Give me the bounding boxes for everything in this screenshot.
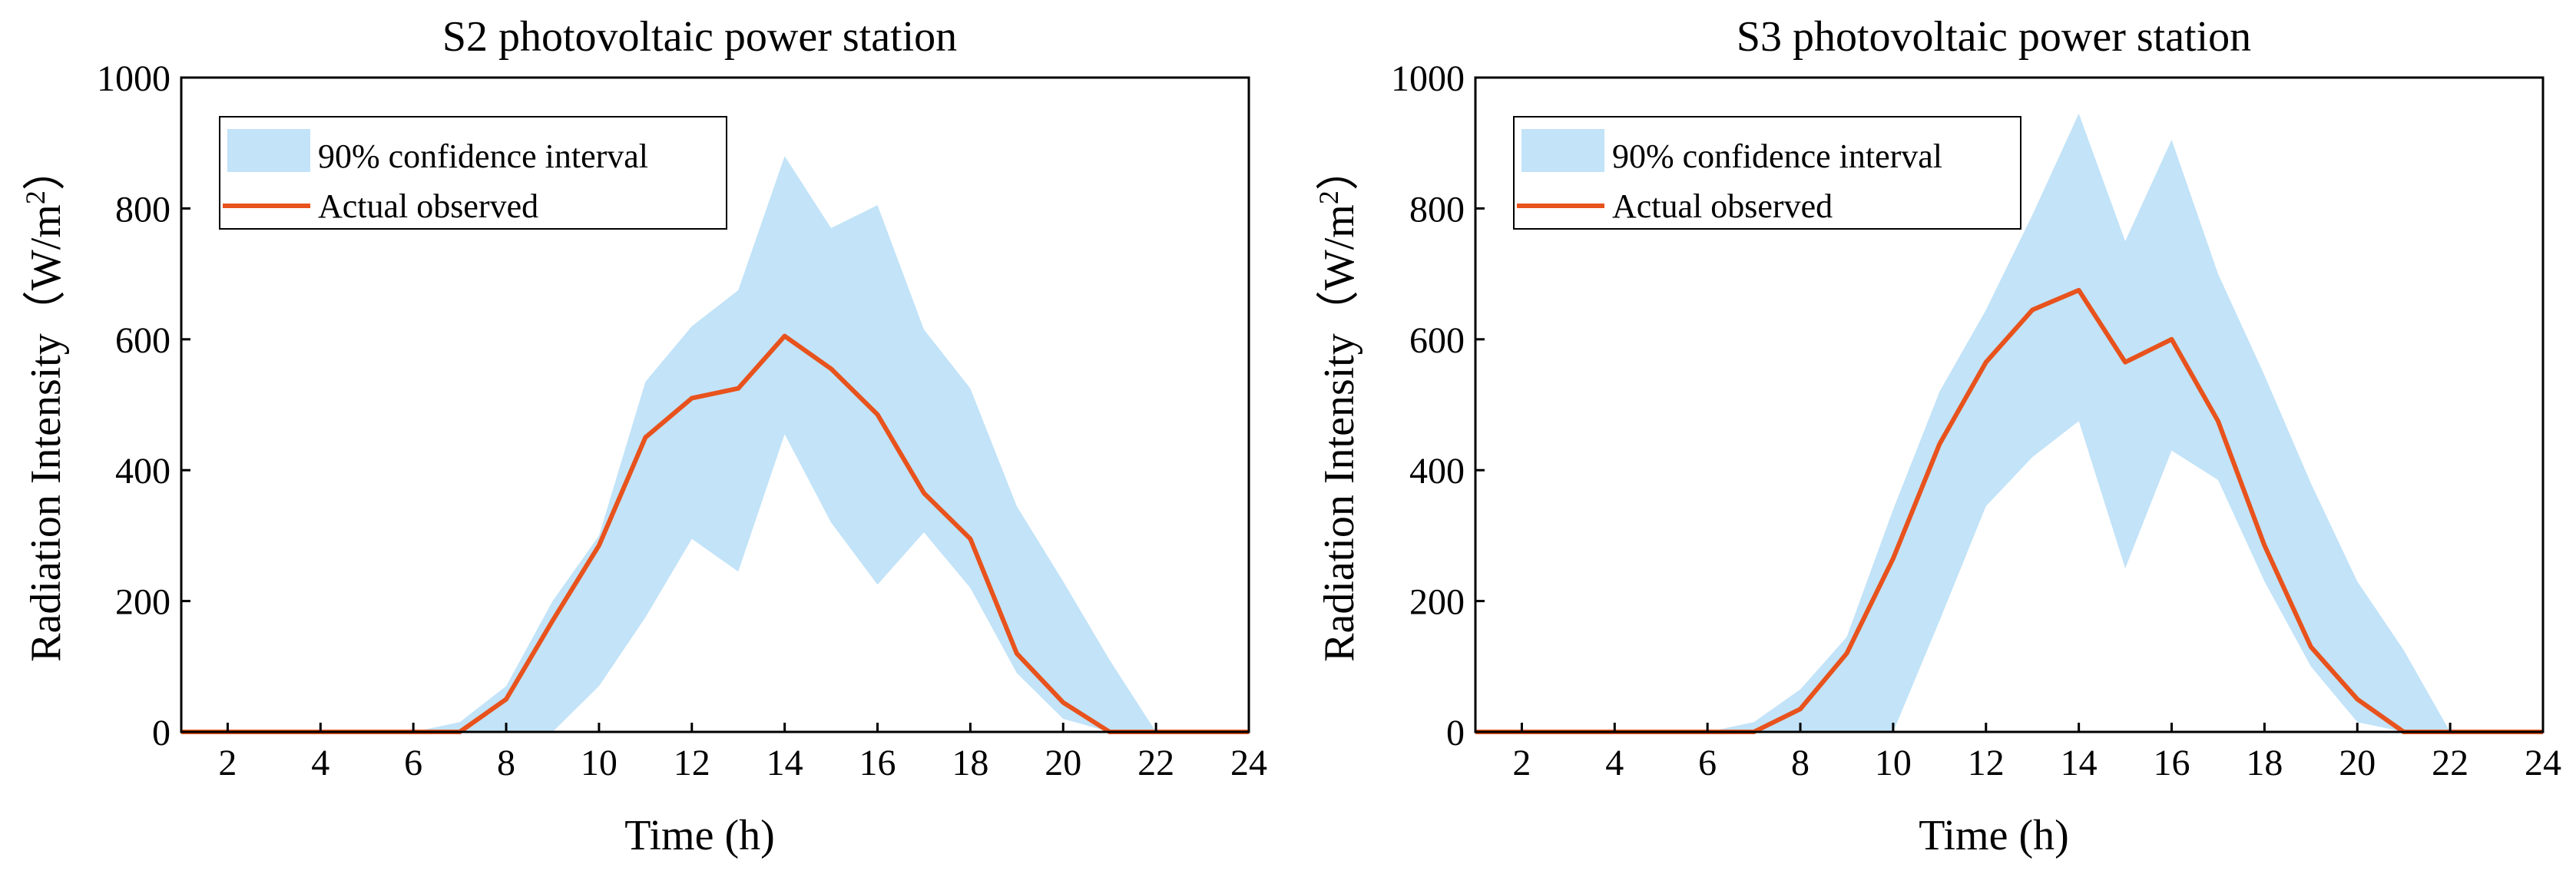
legend-box [1513, 116, 2021, 230]
y-axis-label: Radiation Intensity（W/m2） [1313, 147, 1363, 662]
x-tick-label: 12 [1968, 743, 2005, 783]
x-tick-label: 16 [2154, 743, 2190, 783]
x-tick-label: 20 [2339, 743, 2376, 783]
confidence-band [1475, 113, 2543, 733]
x-tick-label: 10 [1875, 743, 1912, 783]
legend: 90% confidence interval Actual observed [1513, 116, 2021, 230]
y-tick-label: 600 [1409, 320, 1465, 361]
legend-band-label: 90% confidence interval [1612, 137, 1942, 175]
chart-s3: S3 photovoltaic power station Radiation … [1313, 13, 2561, 859]
y-tick-label: 400 [1409, 451, 1465, 492]
y-tick-label: 200 [1409, 582, 1465, 623]
x-axis-ticks: 2 4 6 8 10 12 14 16 18 20 22 24 [1512, 723, 2561, 783]
legend-band-swatch [227, 129, 310, 172]
y-axis-ticks: 0 200 400 600 800 1000 [97, 58, 190, 753]
x-tick-label: 2 [218, 743, 237, 783]
legend-band-swatch [1521, 129, 1604, 172]
plot-frame [180, 76, 1250, 733]
x-tick-label: 16 [859, 743, 896, 783]
x-tick-label: 24 [2525, 743, 2561, 783]
x-axis-ticks: 2 4 6 8 10 12 14 16 18 20 22 24 [218, 723, 1267, 783]
plot-frame [1474, 76, 2545, 733]
y-tick-label: 400 [115, 451, 171, 492]
y-axis-ticks: 0 200 400 600 800 1000 [1391, 58, 1485, 753]
x-tick-label: 14 [767, 743, 803, 783]
y-tick-label: 0 [1446, 713, 1465, 753]
x-tick-label: 18 [2246, 743, 2283, 783]
x-tick-label: 4 [1605, 743, 1624, 783]
y-tick-label: 600 [115, 320, 171, 361]
x-tick-label: 22 [1137, 743, 1174, 783]
x-tick-label: 10 [581, 743, 618, 783]
chart-s2: S2 photovoltaic power station Radiation … [20, 13, 1267, 859]
y-tick-label: 1000 [1391, 58, 1465, 99]
x-tick-label: 18 [952, 743, 988, 783]
x-tick-label: 8 [1791, 743, 1809, 783]
x-tick-label: 24 [1230, 743, 1267, 783]
y-tick-label: 200 [115, 582, 171, 623]
x-tick-label: 6 [404, 743, 422, 783]
confidence-band [181, 156, 1249, 733]
y-axis-label: Radiation Intensity（W/m2） [20, 147, 70, 662]
x-tick-label: 14 [2061, 743, 2098, 783]
x-tick-label: 22 [2432, 743, 2468, 783]
x-tick-label: 20 [1045, 743, 1081, 783]
x-tick-label: 4 [311, 743, 329, 783]
x-tick-label: 8 [497, 743, 515, 783]
y-tick-label: 0 [152, 713, 171, 753]
x-tick-label: 2 [1512, 743, 1531, 783]
x-axis-label: Time (h) [1919, 812, 2069, 859]
chart-title: S2 photovoltaic power station [442, 13, 957, 61]
legend-line-label: Actual observed [318, 187, 538, 225]
x-tick-label: 12 [674, 743, 710, 783]
legend: 90% confidence interval Actual observed [219, 116, 727, 230]
chart-title: S3 photovoltaic power station [1737, 13, 2251, 61]
legend-line-label: Actual observed [1612, 187, 1833, 225]
legend-band-label: 90% confidence interval [318, 137, 648, 175]
x-tick-label: 6 [1698, 743, 1717, 783]
x-axis-label: Time (h) [624, 812, 775, 859]
y-tick-label: 800 [115, 189, 171, 230]
y-tick-label: 800 [1409, 189, 1465, 230]
y-tick-label: 1000 [97, 58, 171, 99]
